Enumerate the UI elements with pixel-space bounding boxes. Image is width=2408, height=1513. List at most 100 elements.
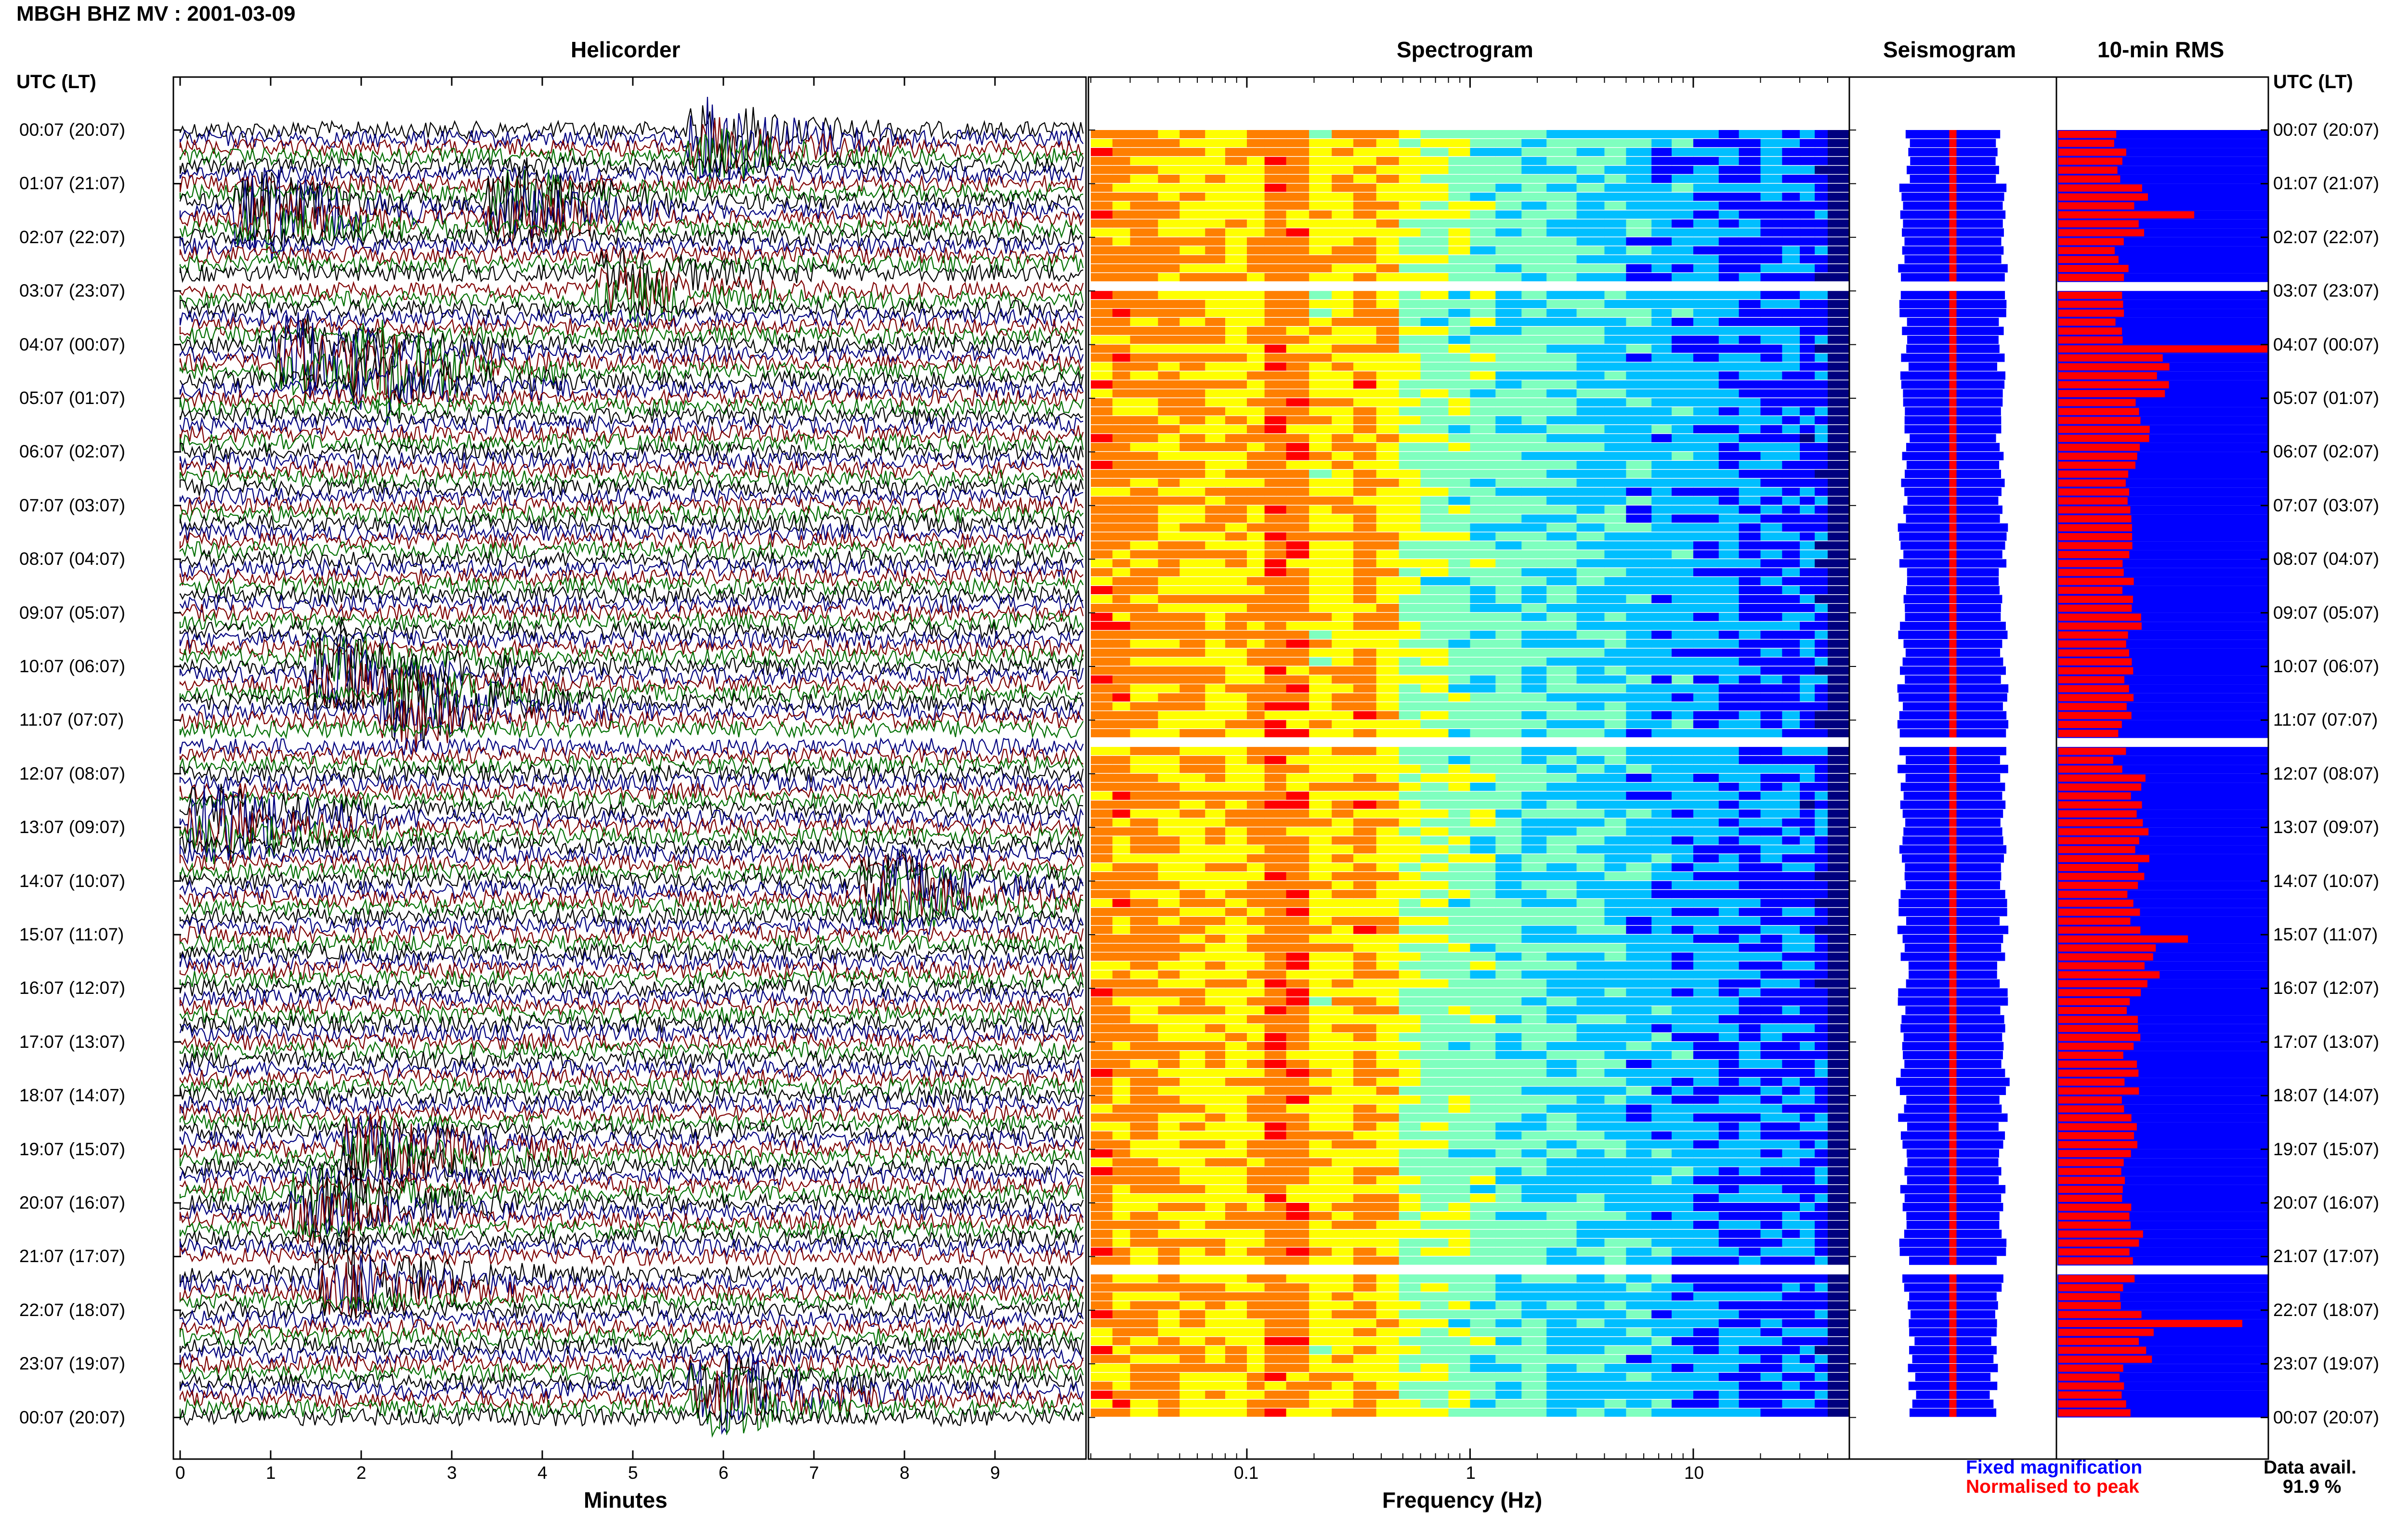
spectrogram-cell bbox=[1576, 1409, 1605, 1417]
spectrogram-cell bbox=[1332, 845, 1354, 854]
spectrogram-cell bbox=[1309, 532, 1332, 541]
spectrogram-cell bbox=[1521, 577, 1547, 586]
spectrogram-cell bbox=[1693, 639, 1719, 648]
spectrogram-cell bbox=[1546, 827, 1577, 836]
spectrogram-cell bbox=[1521, 595, 1547, 603]
spectrogram-cell bbox=[1672, 765, 1694, 773]
spectrogram-cell bbox=[1353, 1051, 1377, 1059]
spectrogram-cell bbox=[1179, 1051, 1205, 1059]
spectrogram-cell bbox=[1693, 943, 1719, 952]
spectrogram-cell bbox=[1739, 1122, 1761, 1131]
spectrogram-cell bbox=[1760, 1274, 1782, 1283]
spectrogram-cell bbox=[1205, 201, 1226, 210]
spectrogram-cell bbox=[1264, 1283, 1287, 1292]
spectrogram-cell bbox=[1179, 622, 1205, 630]
spectrogram-cell bbox=[1179, 416, 1205, 425]
spectrogram-edge bbox=[1828, 908, 1849, 916]
spectrogram-cell bbox=[1604, 1185, 1626, 1193]
spectrogram-cell bbox=[1179, 916, 1205, 925]
spectrogram-cell bbox=[1760, 139, 1782, 147]
spectrogram-cell bbox=[1800, 648, 1815, 657]
spectrogram-cell bbox=[1604, 1176, 1626, 1185]
spectrogram-cell bbox=[1718, 210, 1740, 219]
spectrogram-cell bbox=[1309, 613, 1332, 621]
spectrogram-cell bbox=[1604, 183, 1626, 192]
spectrogram-cell bbox=[1546, 496, 1577, 505]
spectrogram-cell bbox=[1626, 309, 1652, 317]
spectrogram-cell bbox=[1815, 845, 1828, 854]
spectrogram-cell bbox=[1693, 1301, 1719, 1310]
spectrogram-cell bbox=[1309, 926, 1332, 934]
spectrogram-cell bbox=[1470, 1006, 1496, 1015]
spectrogram-cell bbox=[1353, 1140, 1377, 1149]
spectrogram-cell bbox=[1158, 630, 1180, 639]
spectrogram-cell bbox=[1739, 264, 1761, 273]
spectrogram-cell bbox=[1470, 309, 1496, 317]
spectrogram-cell bbox=[1672, 1015, 1694, 1024]
spectrogram-cell bbox=[1112, 783, 1131, 791]
spectrogram-cell bbox=[1470, 1328, 1496, 1336]
spectrogram-cell bbox=[1782, 1328, 1800, 1336]
spectrogram-cell bbox=[1626, 1203, 1652, 1212]
spectrogram-cell bbox=[1782, 1024, 1800, 1032]
spectrogram-cell bbox=[1693, 1221, 1719, 1229]
spectrogram-cell bbox=[1576, 827, 1605, 836]
spectrogram-cell bbox=[1112, 926, 1131, 934]
spectrogram-cell bbox=[1420, 1399, 1449, 1408]
spectrogram-cell bbox=[1225, 148, 1247, 157]
spectrogram-cell bbox=[1112, 193, 1131, 201]
spectrogram-cell bbox=[1130, 1256, 1159, 1265]
spectrogram-cell bbox=[1332, 255, 1354, 263]
spectrogram-cell bbox=[1760, 1203, 1782, 1212]
spectrogram-cell bbox=[1264, 711, 1287, 719]
spectrogram-cell bbox=[1760, 908, 1782, 916]
spectrogram-cell bbox=[1205, 1015, 1226, 1024]
spectrogram-cell bbox=[1815, 1078, 1828, 1086]
spectrogram-cell bbox=[1130, 1409, 1159, 1417]
spectrogram-cell bbox=[1800, 604, 1815, 613]
spectrogram-cell bbox=[1112, 532, 1131, 541]
spectrogram-cell bbox=[1693, 1247, 1719, 1256]
spectrogram-cell bbox=[1672, 1069, 1694, 1077]
spectrogram-cell bbox=[1760, 1382, 1782, 1390]
spectrogram-cell bbox=[1782, 1086, 1800, 1095]
spectrogram-edge bbox=[1828, 702, 1849, 711]
spectrogram-cell bbox=[1353, 479, 1377, 487]
spectrogram-cell bbox=[1420, 201, 1449, 210]
helicorder-trace bbox=[179, 1031, 1084, 1052]
spectrogram-cell bbox=[1815, 193, 1828, 201]
spectrogram-cell bbox=[1626, 174, 1652, 183]
spectrogram-cell bbox=[1112, 1069, 1131, 1077]
spectrogram-cell bbox=[1091, 773, 1113, 782]
spectrogram-cell bbox=[1286, 1212, 1309, 1220]
spectrogram-cell bbox=[1399, 416, 1421, 425]
spectrogram-cell bbox=[1179, 1131, 1205, 1140]
spectrogram-cell bbox=[1626, 1086, 1652, 1095]
spectrogram-cell bbox=[1225, 443, 1247, 451]
spectrogram-cell bbox=[1420, 613, 1449, 621]
spectrogram-cell bbox=[1225, 1194, 1247, 1202]
spectrogram-cell bbox=[1739, 1319, 1761, 1328]
seismogram-normalised-bar bbox=[1949, 353, 1957, 362]
spectrogram-cell bbox=[1112, 1319, 1131, 1328]
spectrogram-cell bbox=[1158, 908, 1180, 916]
spectrogram-cell bbox=[1739, 845, 1761, 854]
spectrogram-cell bbox=[1376, 344, 1400, 353]
spectrogram-cell bbox=[1651, 1104, 1672, 1113]
spectrogram-cell bbox=[1399, 1015, 1421, 1024]
spectrogram-cell bbox=[1420, 139, 1449, 147]
spectrogram-cell bbox=[1718, 800, 1740, 809]
spectrogram-cell bbox=[1739, 183, 1761, 192]
spectrogram-cell bbox=[1448, 872, 1470, 881]
spectrogram-cell bbox=[1495, 1096, 1522, 1104]
spectrogram-cell bbox=[1399, 443, 1421, 451]
spectrogram-cell bbox=[1495, 1131, 1522, 1140]
spectrogram-cell bbox=[1158, 881, 1180, 889]
spectrogram-cell bbox=[1495, 783, 1522, 791]
spectrogram-cell bbox=[1309, 783, 1332, 791]
spectrogram-cell bbox=[1718, 711, 1740, 719]
spectrogram-cell bbox=[1672, 1140, 1694, 1149]
spectrogram-cell bbox=[1693, 756, 1719, 764]
spectrogram-cell bbox=[1626, 845, 1652, 854]
spectrogram-cell bbox=[1718, 130, 1740, 139]
